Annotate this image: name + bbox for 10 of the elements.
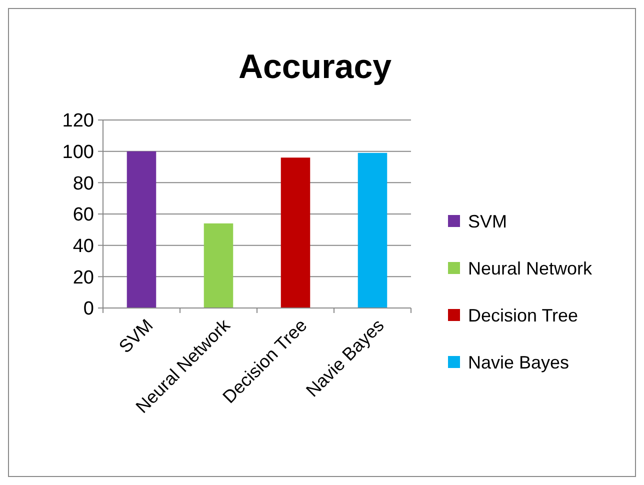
y-tick-label: 20 xyxy=(72,267,94,288)
y-tick-label: 100 xyxy=(62,142,94,163)
legend-label: Neural Network xyxy=(468,258,594,278)
legend-label: SVM xyxy=(468,211,508,232)
y-tick-label: 0 xyxy=(83,298,94,320)
y-tick-label: 60 xyxy=(72,204,94,226)
y-tick-label: 120 xyxy=(62,110,94,132)
chart-title: Accuracy xyxy=(238,48,392,86)
y-tick-label: 40 xyxy=(72,236,94,257)
y-tick-label: 80 xyxy=(72,173,94,194)
